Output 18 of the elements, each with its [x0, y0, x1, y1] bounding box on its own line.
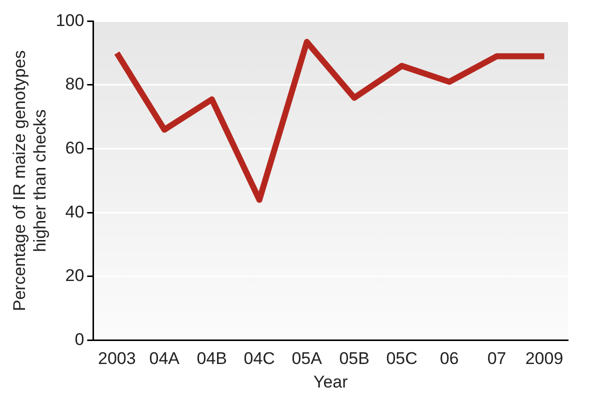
y-tick-label: 0	[74, 330, 84, 349]
x-tick-label: 07	[487, 349, 506, 368]
x-tick-label: 04B	[196, 349, 227, 368]
y-tick-label: 80	[65, 74, 84, 94]
x-axis-title: Year	[313, 372, 348, 392]
x-tick-label: 05A	[292, 349, 323, 368]
x-tick-label: 2009	[525, 349, 564, 368]
x-tick-label: 05C	[386, 349, 418, 368]
x-tick-label: 05B	[339, 349, 370, 368]
y-tick-label: 20	[65, 266, 84, 286]
y-tick-label: 60	[65, 138, 84, 158]
x-tick-label: 06	[440, 349, 459, 368]
y-tick-label: 100	[56, 10, 84, 30]
y-tick-label: 40	[65, 202, 84, 222]
y-axis-title: Percentage of IR maize genotypes higher than checks	[10, 50, 50, 312]
x-tick-label: 04A	[149, 349, 180, 368]
x-tick-label: 04C	[244, 349, 275, 368]
x-tick-label: 2003	[98, 349, 136, 368]
